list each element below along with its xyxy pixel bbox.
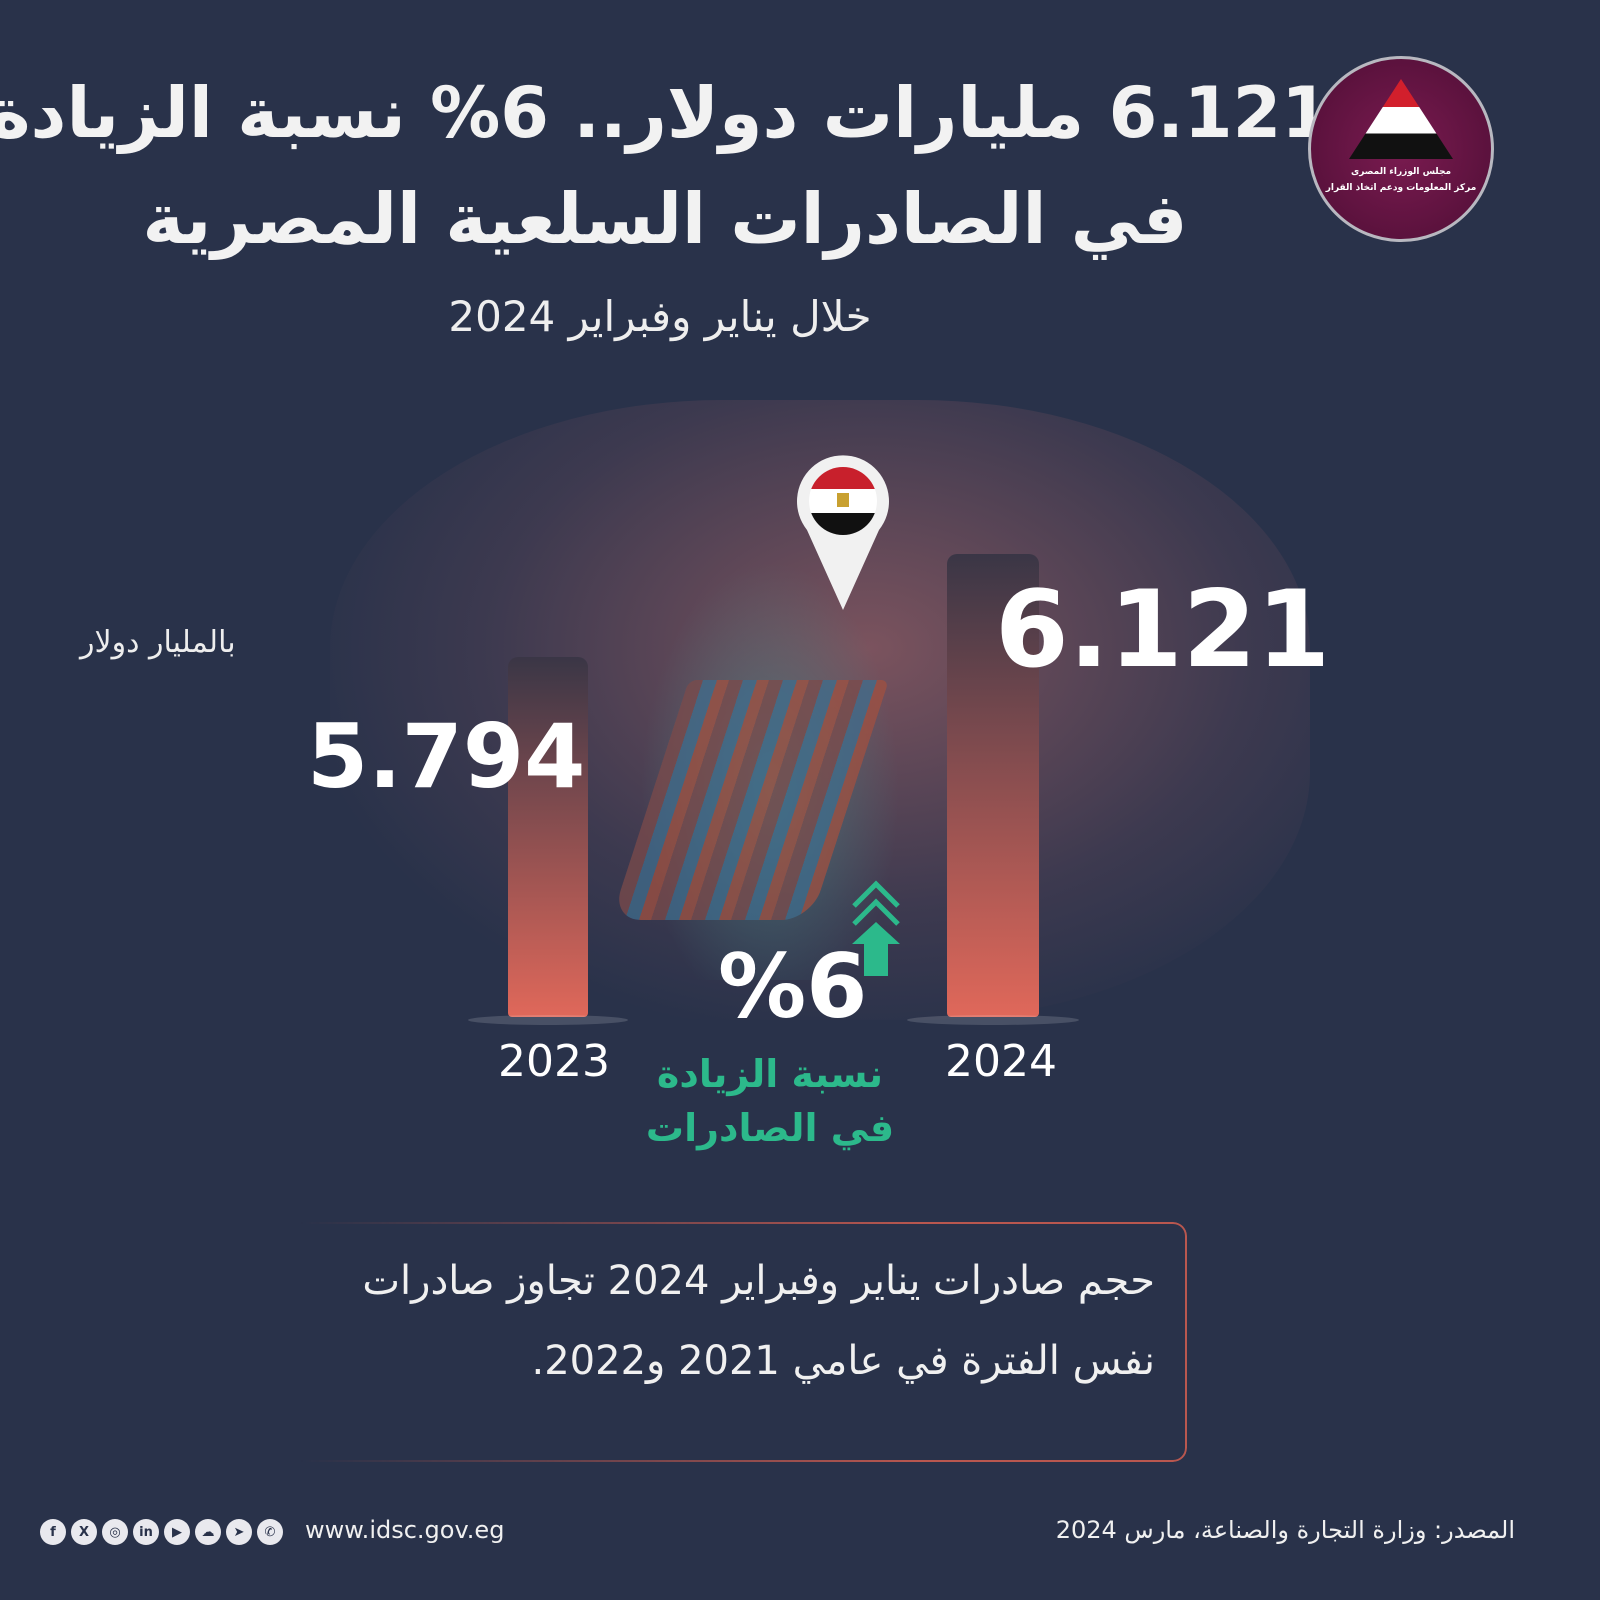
subtitle: خلال يناير وفبراير 2024 [448,292,872,341]
x-icon[interactable]: X [71,1519,97,1545]
growth-percent: %6 [718,935,868,1038]
website-link[interactable]: www.idsc.gov.eg [305,1516,505,1544]
social-icons: f X ◎ in ▶ ☁ ➤ ✆ [40,1519,283,1545]
note-line-2: نفس الفترة في عامي 2021 و2022. [531,1338,1155,1384]
idsc-logo: مجلس الوزراء المصرى مركز المعلومات ودعم … [1308,56,1494,242]
flag-pyramid-icon [1349,79,1453,159]
title-line-1: 6.121 مليارات دولار.. 6% نسبة الزيادة [0,72,1330,154]
title-line-2: في الصادرات السلعية المصرية [142,178,1188,260]
bar-2024 [907,554,1079,1025]
whatsapp-icon[interactable]: ✆ [257,1519,283,1545]
growth-label-1: نسبة الزيادة [656,1052,884,1096]
logo-text-2: مركز المعلومات ودعم اتخاذ القرار [1325,183,1477,193]
note-line-1: حجم صادرات يناير وفبراير 2024 تجاوز صادر… [362,1258,1155,1304]
source-text: المصدر: وزارة التجارة والصناعة، مارس 202… [1055,1516,1515,1544]
category-label-2023: 2023 [498,1036,610,1087]
logo-text-1: مجلس الوزراء المصرى [1350,167,1452,177]
up-arrow-icon [852,880,900,976]
instagram-icon[interactable]: ◎ [102,1519,128,1545]
bar-2023 [468,656,628,1026]
growth-label-2: في الصادرات [645,1106,895,1150]
linkedin-icon[interactable]: in [133,1519,159,1545]
note-box-border [300,1222,1187,1462]
unit-label: بالمليار دولار [80,625,236,660]
soundcloud-icon[interactable]: ☁ [195,1519,221,1545]
value-label-2023: 5.794 [307,705,586,808]
category-label-2024: 2024 [945,1036,1057,1087]
youtube-icon[interactable]: ▶ [164,1519,190,1545]
egypt-location-pin-icon [797,455,889,610]
facebook-icon[interactable]: f [40,1519,66,1545]
value-label-2024: 6.121 [995,568,1331,691]
telegram-icon[interactable]: ➤ [226,1519,252,1545]
